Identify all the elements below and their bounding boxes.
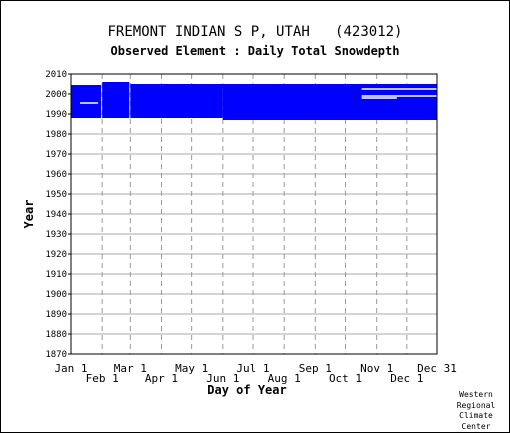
x-tick-label: Aug 1 xyxy=(268,372,301,385)
x-tick-label: Jul 1 xyxy=(236,362,269,375)
y-axis-label: Year xyxy=(22,200,36,229)
y-tick-label: 1870 xyxy=(45,350,67,360)
y-tick-label: 1910 xyxy=(45,270,67,280)
y-tick-label: 1940 xyxy=(45,210,67,220)
data-block xyxy=(102,82,130,118)
credit-line: Western xyxy=(459,390,493,399)
x-tick-label: Nov 1 xyxy=(360,362,393,375)
axes: 1870 1880 1890 1900 1910 1920 1930 1940 1950 1960… xyxy=(45,70,457,385)
x-tick-label: Dec 1 xyxy=(390,372,423,385)
y-tick-label: 1990 xyxy=(45,110,67,120)
credit-line: Center xyxy=(461,421,491,431)
x-tick-label: Jun 1 xyxy=(206,372,239,385)
x-axis-label: Day of Year xyxy=(207,383,286,397)
data-layer xyxy=(71,82,437,120)
y-tick-label: 1900 xyxy=(45,290,67,300)
y-tick-label: 1950 xyxy=(45,190,67,200)
y-tick-label: 2000 xyxy=(45,90,67,100)
y-tick-label: 1880 xyxy=(45,330,67,340)
chart-subtitle: Observed Element : Daily Total Snowdepth xyxy=(110,44,400,58)
credit-line: Regional xyxy=(456,400,496,410)
y-tick-label: 1920 xyxy=(45,250,67,260)
credit-line: Climate xyxy=(459,411,493,420)
y-tick-label: 1960 xyxy=(45,170,67,180)
data-block xyxy=(222,84,437,120)
y-tick-label: 1970 xyxy=(45,150,67,160)
y-tick-label: 1980 xyxy=(45,130,67,140)
y-tick-label: 1930 xyxy=(45,230,67,240)
y-tick-label: 1890 xyxy=(45,310,67,320)
x-tick-label: May 1 xyxy=(175,362,208,375)
chart-title: FREMONT INDIAN S P, UTAH (423012) xyxy=(107,24,403,40)
x-tick-label: Jan 1 xyxy=(54,362,87,375)
x-tick-label: Sep 1 xyxy=(299,362,332,375)
data-block xyxy=(71,85,102,118)
x-tick-label: Mar 1 xyxy=(114,362,147,375)
x-tick-label: Apr 1 xyxy=(145,372,178,385)
y-tick-label: 2010 xyxy=(45,70,67,80)
x-tick-label: Oct 1 xyxy=(329,372,362,385)
x-tick-label: Feb 1 xyxy=(86,372,119,385)
x-tick-label: Dec 31 xyxy=(417,362,457,375)
credit-text: Western Regional Climate Center xyxy=(448,390,504,432)
data-block xyxy=(130,84,223,118)
